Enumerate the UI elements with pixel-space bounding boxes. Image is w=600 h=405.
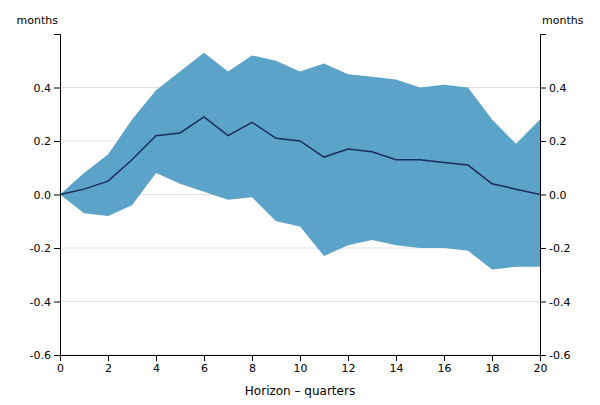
tick-mark: [444, 355, 445, 361]
tick-label: 0.2: [549, 135, 567, 148]
tick-label: -0.2: [549, 242, 570, 255]
tick-label: -0.2: [30, 242, 51, 255]
tick-mark: [54, 355, 60, 356]
grid-line: [60, 301, 540, 302]
tick-mark: [108, 355, 109, 361]
tick-mark: [54, 302, 60, 303]
tick: 0.0: [540, 189, 567, 202]
tick-label: 0.2: [34, 135, 52, 148]
y2-axis: -0.6 -0.4 -0.2 0.0 0.2 0.4: [540, 35, 570, 363]
tick-mark: [54, 195, 60, 196]
tick-mark: [540, 195, 546, 196]
band-area: [60, 53, 540, 270]
tick: -0.4: [540, 296, 570, 309]
tick-label: 0.0: [549, 189, 567, 202]
tick: 4: [153, 355, 160, 375]
tick-label: 0.4: [34, 82, 52, 95]
tick: 0: [57, 355, 64, 375]
tick-label: 12: [342, 362, 356, 375]
tick: 14: [390, 355, 404, 375]
y-axis-title: months: [17, 14, 59, 27]
tick: -0.4: [30, 296, 60, 309]
tick-mark: [300, 355, 301, 361]
tick-mark: [54, 248, 60, 249]
tick: 0.4: [34, 82, 61, 95]
tick: 20: [534, 355, 548, 375]
tick-label: 4: [153, 362, 160, 375]
tick-label: -0.6: [30, 349, 51, 362]
tick-mark: [252, 355, 253, 361]
marks: [60, 53, 540, 270]
tick-label: 0: [57, 362, 64, 375]
tick-label: 2: [105, 362, 112, 375]
tick-label: 6: [201, 362, 208, 375]
tick-mark: [540, 302, 546, 303]
tick: 2: [105, 355, 112, 375]
tick-label: -0.6: [549, 349, 570, 362]
tick: 16: [438, 355, 452, 375]
tick-label: 14: [390, 362, 404, 375]
tick-mark: [54, 141, 60, 142]
axis-line: [61, 356, 541, 362]
tick: 0.2: [34, 135, 61, 148]
tick-mark: [348, 355, 349, 361]
plot: 02468101214161820-0.6-0.4-0.20.00.20.4-0…: [17, 14, 584, 398]
tick: -0.2: [30, 242, 60, 255]
tick-mark: [156, 355, 157, 361]
tick: 6: [201, 355, 208, 375]
tick-label: 16: [438, 362, 452, 375]
x-axis: 0 2 4 6 8 10 12 14 16 18 20: [57, 355, 548, 375]
tick: 0.2: [540, 135, 567, 148]
tick: 0.0: [34, 189, 61, 202]
axis-line: [541, 35, 547, 356]
tick: 10: [294, 355, 308, 375]
tick-mark: [540, 141, 546, 142]
tick-label: -0.4: [30, 296, 51, 309]
x-axis-title: Horizon – quarters: [245, 384, 355, 398]
tick: 0.4: [540, 82, 567, 95]
tick-label: 0.4: [549, 82, 567, 95]
chart: 02468101214161820-0.6-0.4-0.20.00.20.4-0…: [0, 0, 600, 405]
tick: 12: [342, 355, 356, 375]
tick: 18: [486, 355, 500, 375]
center-line: [60, 117, 540, 195]
tick-mark: [54, 88, 60, 89]
tick: 8: [249, 355, 256, 375]
tick: -0.6: [540, 349, 570, 362]
tick-label: 8: [249, 362, 256, 375]
tick-mark: [204, 355, 205, 361]
tick: -0.6: [30, 349, 60, 362]
tick-label: 10: [294, 362, 308, 375]
tick-mark: [492, 355, 493, 361]
tick-label: 0.0: [34, 189, 52, 202]
y-axis: -0.6 -0.4 -0.2 0.0 0.2 0.4: [30, 35, 61, 363]
tick-mark: [540, 248, 546, 249]
tick-mark: [540, 355, 546, 356]
tick-label: 20: [534, 362, 548, 375]
tick: -0.2: [540, 242, 570, 255]
y2-axis-title: months: [542, 14, 584, 27]
tick-label: 18: [486, 362, 500, 375]
tick-mark: [540, 88, 546, 89]
tick-label: -0.4: [549, 296, 570, 309]
axis-line: [54, 35, 61, 356]
tick-mark: [396, 355, 397, 361]
